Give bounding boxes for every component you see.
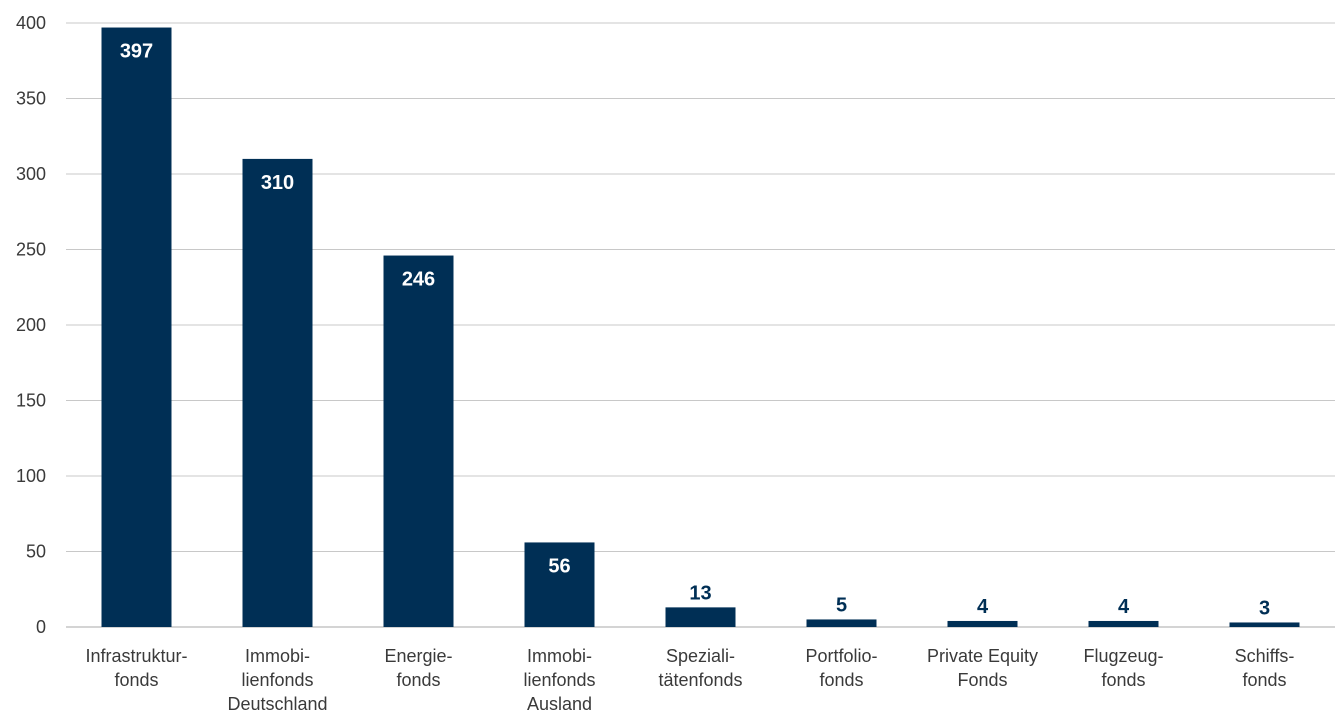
x-tick-label-line: fonds	[819, 670, 863, 690]
bar-value-label: 310	[261, 172, 294, 194]
x-axis: Infrastruktur-fonds Immobi-lienfonds Deuts…	[85, 646, 1294, 714]
x-tick-label: Speziali-tätenfonds	[658, 646, 742, 690]
bar-value-label: 4	[977, 596, 989, 618]
bar-value-label: 56	[548, 555, 570, 577]
bar-value-label: 3	[1259, 597, 1270, 619]
x-tick-label-line: Ausland	[527, 694, 592, 714]
bar-value-label: 397	[120, 41, 153, 63]
x-tick-label-line: Immobi-	[245, 646, 310, 666]
bar	[242, 158, 313, 627]
y-tick-label: 50	[26, 542, 46, 562]
x-tick-label: Energie-fonds	[384, 646, 452, 690]
bar-value-label: 13	[689, 582, 711, 604]
x-tick-label-line: tätenfonds	[658, 670, 742, 690]
y-tick-label: 200	[16, 315, 46, 335]
x-tick-label-line: Speziali-	[666, 646, 735, 666]
bar	[1088, 620, 1159, 627]
x-tick-label-line: lienfonds	[523, 670, 595, 690]
bar-value-label: 4	[1118, 596, 1130, 618]
bar	[665, 607, 736, 627]
y-axis: 0 50 100 150 200 250 300 350 400	[16, 13, 46, 637]
x-tick-label: Private Equity Fonds	[927, 646, 1038, 690]
x-tick-label-line: fonds	[396, 670, 440, 690]
bar-value-label: 5	[836, 594, 847, 616]
bar	[101, 27, 172, 627]
x-tick-label-line: lienfonds	[241, 670, 313, 690]
bar-value-label: 246	[402, 269, 435, 291]
bar	[947, 620, 1018, 627]
x-tick-label: Immobi-lienfonds Ausland	[523, 646, 595, 714]
x-tick-label: Flugzeug-fonds	[1083, 646, 1163, 690]
x-tick-label: Immobi-lienfonds Deutschland	[227, 646, 327, 714]
bar	[524, 542, 595, 627]
x-tick-label-line: Portfolio-	[805, 646, 877, 666]
x-tick-label-line: Flugzeug-	[1083, 646, 1163, 666]
bar	[1229, 622, 1300, 627]
x-tick-label: Portfolio-fonds	[805, 646, 877, 690]
x-tick-label-line: Deutschland	[227, 694, 327, 714]
x-tick-label-line: fonds	[1242, 670, 1286, 690]
x-tick-label-line: Fonds	[957, 670, 1007, 690]
x-tick-label-line: Energie-	[384, 646, 452, 666]
x-tick-label: Infrastruktur-fonds	[85, 646, 187, 690]
bar	[383, 255, 454, 628]
x-tick-label-line: Immobi-	[527, 646, 592, 666]
x-tick-label-line: fonds	[114, 670, 158, 690]
x-tick-label-line: Infrastruktur-	[85, 646, 187, 666]
y-tick-label: 400	[16, 13, 46, 33]
y-tick-label: 350	[16, 89, 46, 109]
y-tick-label: 300	[16, 164, 46, 184]
bar	[806, 619, 877, 627]
bars: 397 310 246 56 13 5 4 4 3	[101, 27, 1300, 628]
y-tick-label: 150	[16, 391, 46, 411]
y-tick-label: 100	[16, 466, 46, 486]
x-tick-label-line: Private Equity	[927, 646, 1038, 666]
y-tick-label: 0	[36, 617, 46, 637]
x-tick-label-line: fonds	[1101, 670, 1145, 690]
y-tick-label: 250	[16, 240, 46, 260]
x-tick-label-line: Schiffs-	[1235, 646, 1295, 666]
x-tick-label: Schiffs-fonds	[1235, 646, 1295, 690]
